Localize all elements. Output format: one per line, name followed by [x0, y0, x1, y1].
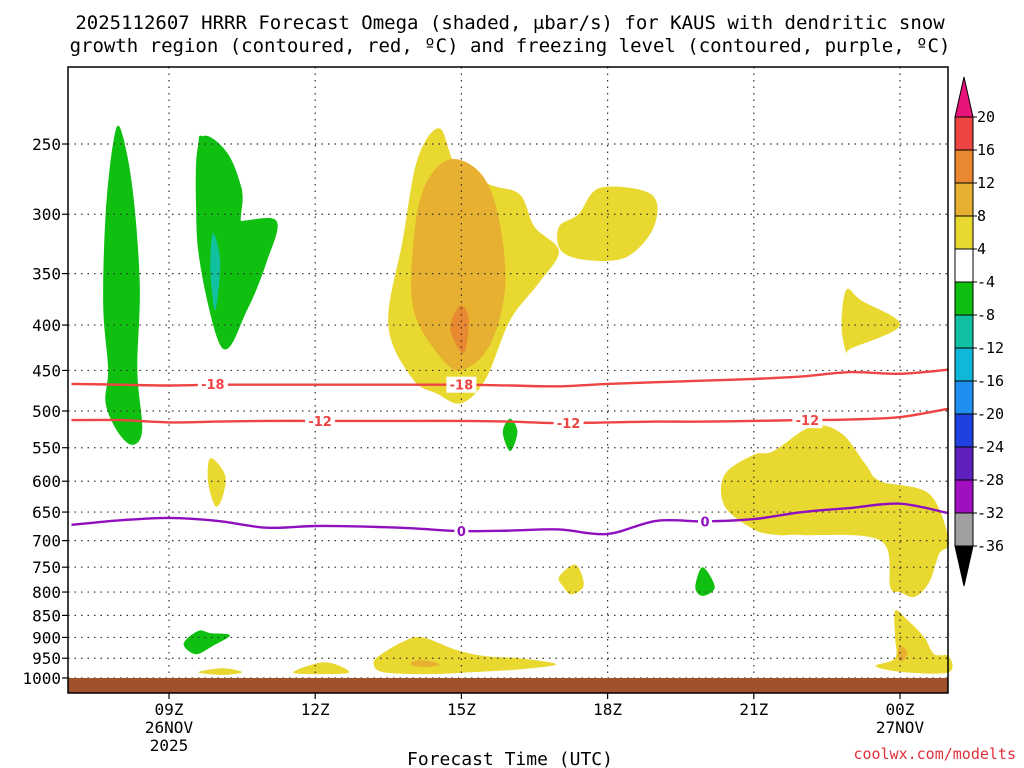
colorbar-segment-10	[954, 413, 974, 448]
y-tick-label-850: 850	[32, 606, 61, 625]
ascent-8-column-08z	[103, 125, 143, 445]
y-tick-label-650: 650	[32, 503, 61, 522]
colorbar-segment-11	[954, 446, 974, 481]
colorbar-segment-13	[954, 512, 974, 547]
x-tick-label-12Z: 12Z	[301, 700, 330, 719]
descent-8-14z-low	[410, 660, 440, 668]
colorbar-segment-5	[954, 248, 974, 283]
colorbar-top-arrow	[954, 76, 974, 118]
ascent-8-low-10z	[183, 630, 230, 655]
label-zero-b-halo	[698, 513, 713, 530]
descent-8-core-15z	[411, 158, 506, 371]
y-tick-label-550: 550	[32, 439, 61, 458]
descent-12-core-15z	[450, 305, 469, 354]
colorbar-segment-9	[954, 380, 974, 415]
label-minus18-b: -18	[450, 379, 474, 394]
label-zero-b: 0	[701, 515, 710, 530]
descent-4-10z-sfc	[198, 668, 243, 675]
ground-below-surface	[68, 678, 948, 693]
label-minus18-a: -18	[201, 378, 225, 393]
colorbar-segment-8	[954, 347, 974, 382]
chart-title-line-2: growth region (contoured, red, ºC) and f…	[70, 35, 951, 57]
colorbar-label-0: 20	[977, 108, 995, 126]
y-tick-label-400: 400	[32, 316, 61, 335]
colorbar-label-1: 16	[977, 141, 995, 159]
colorbar-label-9: -20	[977, 405, 1004, 423]
colorbar-segment-1	[954, 116, 974, 151]
colorbar-label-10: -24	[977, 438, 1004, 456]
x-tick-label-00Z: 00Z	[886, 700, 915, 719]
ascent-12-core-10z	[210, 232, 221, 311]
colorbar-bottom-arrow	[954, 545, 974, 587]
ascent-8-small-20z	[695, 567, 715, 596]
y-axis: 250 300 350 400 450 500 550 600 650 700 750 800 850 9…	[22, 135, 68, 688]
label-minus12-a-halo	[305, 412, 336, 429]
label-minus12-b: -12	[557, 417, 581, 432]
label-zero-a-halo	[454, 523, 469, 540]
descent-8-24z-lower	[897, 645, 908, 662]
credit-text[interactable]: coolwx.com/modelts	[853, 745, 1016, 763]
y-tick-label-800: 800	[32, 583, 61, 602]
colorbar-segment-7	[954, 314, 974, 349]
colorbar-label-4: 4	[977, 240, 986, 258]
x-tick-label-18Z: 18Z	[593, 700, 622, 719]
colorbar-label-8: -16	[977, 372, 1004, 390]
descent-4-10z-small	[207, 458, 226, 507]
label-minus18-a-halo	[197, 375, 228, 392]
y-tick-label-950: 950	[32, 649, 61, 668]
x-tick-date-09Z: 26NOV	[145, 718, 194, 737]
descent-4-21z-large	[720, 425, 949, 598]
omega-shading-layer	[103, 125, 953, 675]
y-tick-label-350: 350	[32, 265, 61, 284]
colorbar-label-2: 12	[977, 174, 995, 192]
contour-labels: -18 -18 -12 -12 -12 0 0	[197, 375, 823, 540]
colorbar-segment-6	[954, 281, 974, 316]
colorbar-segment-2	[954, 149, 974, 184]
x-tick-label-15Z: 15Z	[447, 700, 476, 719]
label-minus12-a: -12	[308, 415, 332, 430]
label-minus12-c-halo	[792, 412, 823, 429]
x-tick-label-09Z: 09Z	[155, 700, 184, 719]
freezing-level-line	[71, 502, 949, 536]
y-tick-label-600: 600	[32, 472, 61, 491]
colorbar-label-3: 8	[977, 207, 986, 225]
x-tick-date-00Z: 27NOV	[876, 718, 925, 737]
descent-4-22z-upper	[841, 288, 901, 355]
y-tick-label-900: 900	[32, 628, 61, 647]
colorbar-segment-3	[954, 182, 974, 217]
y-tick-label-250: 250	[32, 135, 61, 154]
colorbar-legend: 20 16 12 8 4 -4 -8 -12 -16 -20 -24 -28 -32 -36	[954, 76, 1004, 587]
descent-4-17z-small	[558, 564, 584, 595]
colorbar-label-13: -36	[977, 537, 1004, 555]
x-axis-label: Forecast Time (UTC)	[407, 749, 613, 768]
y-tick-label-450: 450	[32, 361, 61, 380]
label-minus18-b-halo	[446, 376, 477, 393]
colorbar-label-6: -8	[977, 306, 995, 324]
label-minus12-b-halo	[553, 415, 584, 432]
y-tick-label-300: 300	[32, 205, 61, 224]
colorbar-label-11: -28	[977, 471, 1004, 489]
descent-4-12z-sfc	[293, 662, 350, 675]
y-tick-label-500: 500	[32, 402, 61, 421]
ascent-8-small-16z	[502, 418, 518, 452]
colorbar-label-5: -4	[977, 273, 995, 291]
colorbar-label-7: -12	[977, 339, 1004, 357]
chart-title-line-1: 2025112607 HRRR Forecast Omega (shaded, …	[75, 12, 945, 34]
colorbar-label-12: -32	[977, 504, 1004, 522]
label-minus12-c: -12	[796, 414, 820, 429]
x-tick-year-09Z: 2025	[150, 736, 189, 755]
y-tick-label-1000: 1000	[22, 669, 61, 688]
colorbar-segment-4	[954, 215, 974, 250]
label-zero-a: 0	[457, 525, 466, 540]
x-tick-label-21Z: 21Z	[739, 700, 768, 719]
plot-frame	[67, 66, 949, 694]
y-tick-label-750: 750	[32, 558, 61, 577]
colorbar-segment-12	[954, 479, 974, 514]
y-tick-label-700: 700	[32, 532, 61, 551]
